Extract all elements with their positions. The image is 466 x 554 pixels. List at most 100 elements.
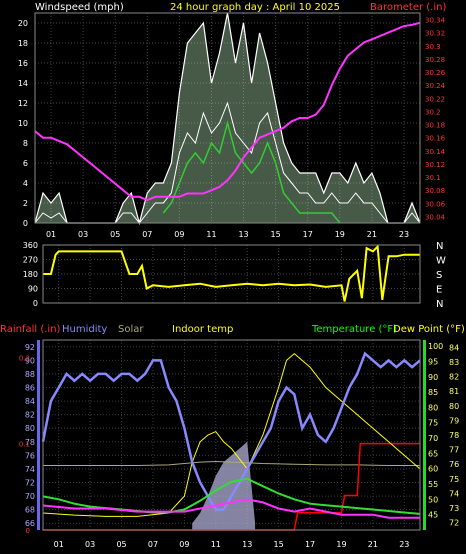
temp-y-tick: 81 — [449, 387, 459, 396]
humidity-y-ticks: 92 90 88 86 84 82 80 78 76 74 72 70 68 66 — [25, 343, 35, 528]
wind-x-tick: 13 — [238, 230, 248, 239]
baro-y-tick: 30.14 — [425, 148, 446, 156]
wind-y-tick: 8 — [23, 139, 28, 148]
dew-point-line — [42, 498, 420, 519]
compass-label: N — [436, 241, 443, 252]
baro-y-tick: 30.06 — [425, 200, 446, 208]
temp-x-tick: 13 — [242, 540, 252, 549]
humidity-y-tick: 72 — [25, 479, 35, 488]
temp-y-tick: 74 — [449, 489, 459, 498]
wind-plot-frame — [34, 12, 421, 224]
wind-y-tick: 2 — [23, 199, 28, 208]
dew-y-tick: 60 — [428, 465, 438, 474]
baro-y-ticks: 30.04 30.06 30.08 30.1 30.12 30.14 30.16 30.18 3… — [425, 17, 446, 222]
wind-series — [34, 12, 421, 226]
rain-y-tick: 0.1 — [19, 441, 30, 449]
wind-baro-panel: Windspeed (mph) 24 hour graph day : Apri… — [0, 0, 466, 240]
barometer-line — [34, 21, 421, 202]
temp-y-tick: 83 — [449, 358, 459, 367]
solar-label: Solar — [118, 324, 144, 335]
baro-y-tick: 30.22 — [425, 95, 445, 103]
dew-y-tick: 55 — [428, 480, 438, 489]
dew-y-tick: 90 — [428, 373, 438, 382]
dew-y-tick: 95 — [428, 357, 438, 366]
wind-x-tick: 05 — [110, 230, 120, 239]
direction-y-tick: 90 — [28, 285, 38, 294]
baro-y-tick: 30.2 — [425, 108, 441, 116]
baro-y-tick: 30.16 — [425, 135, 446, 143]
compass-label: N — [436, 299, 443, 310]
dew-y-ticks: 100 95 90 85 80 75 70 65 60 55 50 45 — [428, 342, 443, 520]
wind-y-tick: 0 — [23, 219, 28, 228]
direction-y-ticks: 360 270 180 90 0 — [23, 241, 38, 308]
temp-x-tick: 09 — [179, 540, 189, 549]
wind-y-tick: 16 — [18, 59, 28, 68]
wind-direction-line — [43, 244, 420, 302]
wind-x-tick: 07 — [142, 230, 152, 239]
temp-axis-bar — [423, 340, 426, 530]
humidity-axis-bar — [37, 340, 40, 530]
baro-axis-label: Barometer (.in) — [370, 2, 446, 13]
baro-y-tick: 30.04 — [425, 213, 446, 221]
humidity-line — [41, 351, 421, 511]
humidity-y-tick: 88 — [25, 370, 35, 379]
humidity-y-tick: 76 — [25, 451, 35, 460]
temp-y-tick: 78 — [449, 431, 459, 440]
direction-series — [43, 244, 420, 302]
compass-label: S — [436, 270, 442, 281]
wind-gust-area — [35, 13, 420, 223]
wind-x-tick: 21 — [367, 230, 377, 239]
rain-y-ticks: 0.2 0.1 0 — [19, 354, 30, 535]
direction-y-tick: 180 — [23, 270, 38, 279]
wind-axis-label: Windspeed (mph) — [35, 2, 124, 13]
humidity-y-tick: 90 — [25, 356, 35, 365]
wind-y-ticks: 0 2 4 6 8 10 12 14 16 18 20 — [18, 19, 28, 228]
humidity-y-tick: 80 — [25, 424, 35, 433]
humidity-y-tick: 84 — [25, 397, 35, 406]
humidity-y-tick: 68 — [25, 506, 35, 515]
temp-y-tick: 84 — [449, 343, 459, 352]
baro-y-tick: 30.26 — [425, 69, 446, 77]
graph-title: 24 hour graph day : April 10 2025 — [170, 2, 340, 13]
wind-x-tick: 11 — [206, 230, 216, 239]
baro-y-tick: 30.32 — [425, 30, 445, 38]
temp-y-tick: 72 — [449, 519, 459, 528]
temp-x-tick: 23 — [399, 540, 409, 549]
wind-y-tick: 4 — [23, 179, 28, 188]
humidity-y-tick: 92 — [25, 343, 35, 352]
rain-accum-line — [43, 442, 420, 531]
temp-y-tick: 75 — [449, 475, 459, 484]
wind-x-tick: 01 — [46, 230, 56, 239]
wind-x-tick: 03 — [78, 230, 88, 239]
wind-x-tick: 17 — [303, 230, 313, 239]
temp-y-tick: 80 — [449, 402, 459, 411]
temp-humidity-panel: Rainfall (.in) Humidity Solar Indoor tem… — [0, 324, 465, 549]
direction-y-tick: 360 — [23, 241, 38, 250]
humidity-y-tick: 86 — [25, 384, 35, 393]
humidity-y-tick: 78 — [25, 438, 35, 447]
direction-plot-frame — [42, 244, 421, 304]
baro-y-tick: 30.18 — [425, 122, 445, 130]
wind-y-tick: 10 — [18, 119, 28, 128]
temp-y-tick: 82 — [449, 373, 459, 382]
wind-x-tick: 15 — [271, 230, 281, 239]
baro-y-tick: 30.08 — [425, 187, 445, 195]
rain-y-tick: 0.2 — [19, 354, 30, 362]
rain-axis-label: Rainfall (.in) — [0, 324, 61, 335]
dew-y-tick: 50 — [428, 495, 438, 504]
temp-axis-label: Temperature (°F) — [311, 324, 397, 335]
temp-y-tick: 77 — [449, 446, 459, 455]
compass-label: E — [436, 285, 442, 296]
temp-x-ticks: 01 03 05 07 09 11 13 15 17 19 21 23 — [54, 540, 410, 549]
dew-y-tick: 65 — [428, 449, 438, 458]
dew-y-tick: 45 — [428, 511, 438, 520]
wind-y-tick: 20 — [18, 19, 28, 28]
temp-plot-frame — [42, 339, 421, 531]
baro-y-tick: 30.28 — [425, 56, 445, 64]
wind-y-tick: 6 — [23, 159, 28, 168]
temp-x-tick: 07 — [148, 540, 158, 549]
dew-y-tick: 70 — [428, 434, 438, 443]
rain-y-tick: 0 — [26, 527, 30, 535]
temp-x-tick: 15 — [274, 540, 284, 549]
